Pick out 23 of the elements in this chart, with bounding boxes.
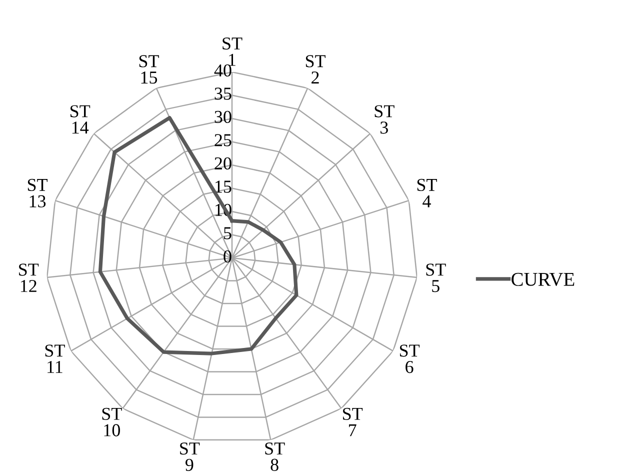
y-tick-label: 35 (214, 88, 232, 100)
y-tick-label: 25 (214, 134, 232, 146)
y-tick-label: 20 (214, 157, 232, 170)
y-tick-label: 40 (214, 64, 232, 77)
spoke-label: ST 13 (28, 178, 48, 208)
spoke-label: ST 6 (400, 344, 420, 374)
spoke-label: ST 4 (417, 178, 437, 208)
spoke-label: ST 7 (343, 408, 363, 436)
spoke-label: ST 3 (374, 105, 394, 134)
spoke-label: ST 10 (102, 408, 122, 436)
spoke-label: ST 15 (139, 55, 159, 84)
spoke-label: ST 9 (180, 442, 200, 471)
spoke-label: ST 11 (45, 344, 65, 373)
y-tick-label: 0 (224, 250, 232, 263)
y-tick-label: 5 (224, 227, 232, 240)
spoke-label: ST 5 (426, 264, 446, 292)
legend-label: CURVE (512, 272, 574, 286)
spoke-label: ST 2 (306, 55, 326, 84)
y-tick-label: 30 (214, 110, 232, 124)
spoke-label: ST 14 (70, 105, 90, 134)
spoke-label: ST 8 (265, 442, 285, 471)
spoke-label: ST 12 (19, 264, 39, 292)
y-tick-label: 15 (216, 180, 232, 193)
